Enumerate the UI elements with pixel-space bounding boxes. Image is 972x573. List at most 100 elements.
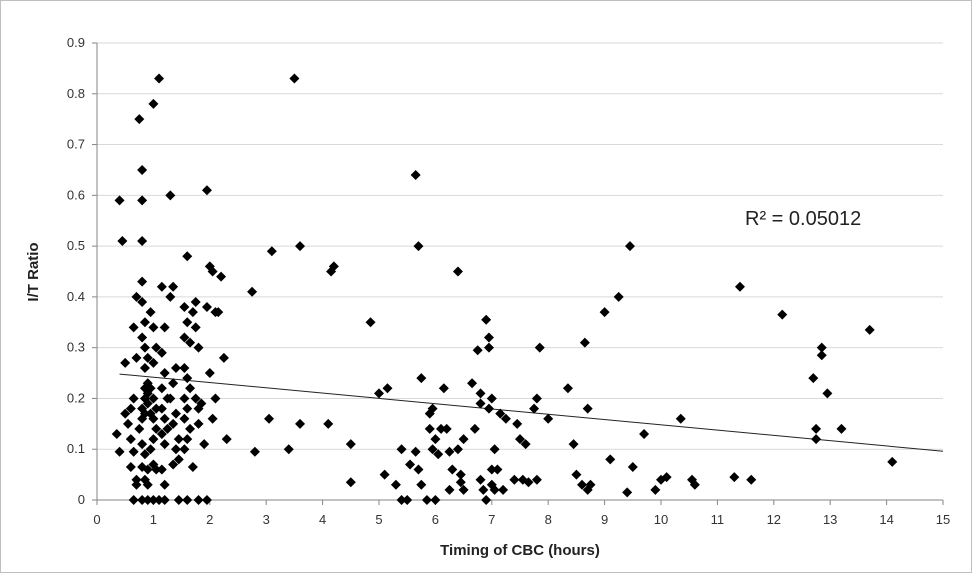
data-point bbox=[156, 428, 167, 439]
data-point bbox=[444, 446, 455, 457]
data-point bbox=[193, 495, 204, 505]
data-point bbox=[396, 495, 407, 505]
data-point bbox=[154, 73, 165, 84]
data-point bbox=[345, 477, 356, 488]
y-tick-label: 0.9 bbox=[67, 35, 85, 50]
data-point bbox=[295, 418, 306, 429]
data-point bbox=[185, 383, 196, 394]
data-point bbox=[148, 322, 159, 333]
data-point bbox=[151, 342, 162, 353]
data-point bbox=[165, 393, 176, 404]
data-point bbox=[213, 307, 224, 318]
data-point bbox=[134, 423, 145, 434]
data-point bbox=[489, 484, 500, 495]
data-point bbox=[289, 73, 300, 84]
data-point bbox=[173, 495, 184, 505]
data-point bbox=[483, 403, 494, 414]
data-point bbox=[196, 398, 207, 409]
data-point bbox=[156, 383, 167, 394]
data-point bbox=[410, 170, 421, 181]
data-point bbox=[159, 479, 170, 490]
data-point bbox=[137, 413, 148, 424]
data-point bbox=[128, 322, 139, 333]
data-point bbox=[543, 413, 554, 424]
data-point bbox=[529, 403, 540, 414]
data-point bbox=[125, 434, 136, 445]
data-point bbox=[190, 322, 201, 333]
data-point bbox=[142, 495, 153, 505]
data-point bbox=[436, 423, 447, 434]
y-tick-label: 0.1 bbox=[67, 441, 85, 456]
data-point bbox=[365, 317, 376, 328]
data-point bbox=[675, 413, 686, 424]
data-point bbox=[182, 403, 193, 414]
data-point bbox=[585, 479, 596, 490]
y-tick-label: 0.2 bbox=[67, 390, 85, 405]
data-point bbox=[512, 418, 523, 429]
data-point bbox=[396, 444, 407, 455]
data-point bbox=[125, 461, 136, 472]
data-point bbox=[509, 474, 520, 485]
data-point bbox=[142, 352, 153, 363]
data-point bbox=[168, 459, 179, 470]
data-point bbox=[201, 185, 212, 196]
data-point bbox=[137, 236, 148, 247]
data-point bbox=[822, 388, 833, 399]
data-point bbox=[159, 495, 170, 505]
data-point bbox=[173, 434, 184, 445]
data-point bbox=[624, 241, 635, 252]
data-point bbox=[204, 368, 215, 379]
data-point bbox=[162, 423, 173, 434]
data-point bbox=[111, 428, 122, 439]
data-point bbox=[170, 408, 181, 419]
data-point bbox=[148, 413, 159, 424]
data-point bbox=[811, 434, 822, 445]
data-point bbox=[405, 459, 416, 470]
data-point bbox=[185, 337, 196, 348]
data-point bbox=[187, 461, 198, 472]
x-tick-label: 2 bbox=[206, 512, 213, 527]
data-point bbox=[568, 439, 579, 450]
data-point bbox=[605, 454, 616, 465]
data-point bbox=[577, 479, 588, 490]
data-point bbox=[131, 291, 142, 302]
data-point bbox=[469, 423, 480, 434]
y-tick-label: 0.6 bbox=[67, 187, 85, 202]
data-point bbox=[639, 428, 650, 439]
x-tick-label: 8 bbox=[545, 512, 552, 527]
data-point bbox=[416, 479, 427, 490]
data-point bbox=[148, 357, 159, 368]
data-point bbox=[145, 307, 156, 318]
gridlines bbox=[97, 42, 943, 450]
data-point bbox=[114, 446, 125, 457]
data-point bbox=[137, 195, 148, 206]
data-point bbox=[734, 281, 745, 292]
data-point bbox=[137, 276, 148, 287]
data-point bbox=[142, 398, 153, 409]
data-point bbox=[622, 487, 633, 498]
data-point bbox=[182, 373, 193, 384]
x-tick-label: 0 bbox=[93, 512, 100, 527]
data-point bbox=[247, 286, 258, 297]
data-point bbox=[182, 317, 193, 328]
data-point bbox=[489, 444, 500, 455]
x-tick-label: 11 bbox=[711, 512, 725, 527]
data-point bbox=[137, 296, 148, 307]
data-point bbox=[128, 446, 139, 457]
data-point bbox=[492, 464, 503, 475]
data-point bbox=[486, 464, 497, 475]
data-point bbox=[190, 296, 201, 307]
data-point bbox=[266, 246, 277, 257]
data-point bbox=[531, 474, 542, 485]
data-point bbox=[179, 362, 190, 373]
data-point bbox=[562, 383, 573, 394]
data-point bbox=[156, 281, 167, 292]
data-point bbox=[816, 342, 827, 353]
data-point bbox=[151, 464, 162, 475]
data-point bbox=[187, 307, 198, 318]
data-point bbox=[148, 98, 159, 109]
data-point bbox=[210, 393, 221, 404]
data-point bbox=[190, 393, 201, 404]
y-tick-label: 0 bbox=[78, 492, 85, 507]
data-point bbox=[523, 477, 534, 488]
